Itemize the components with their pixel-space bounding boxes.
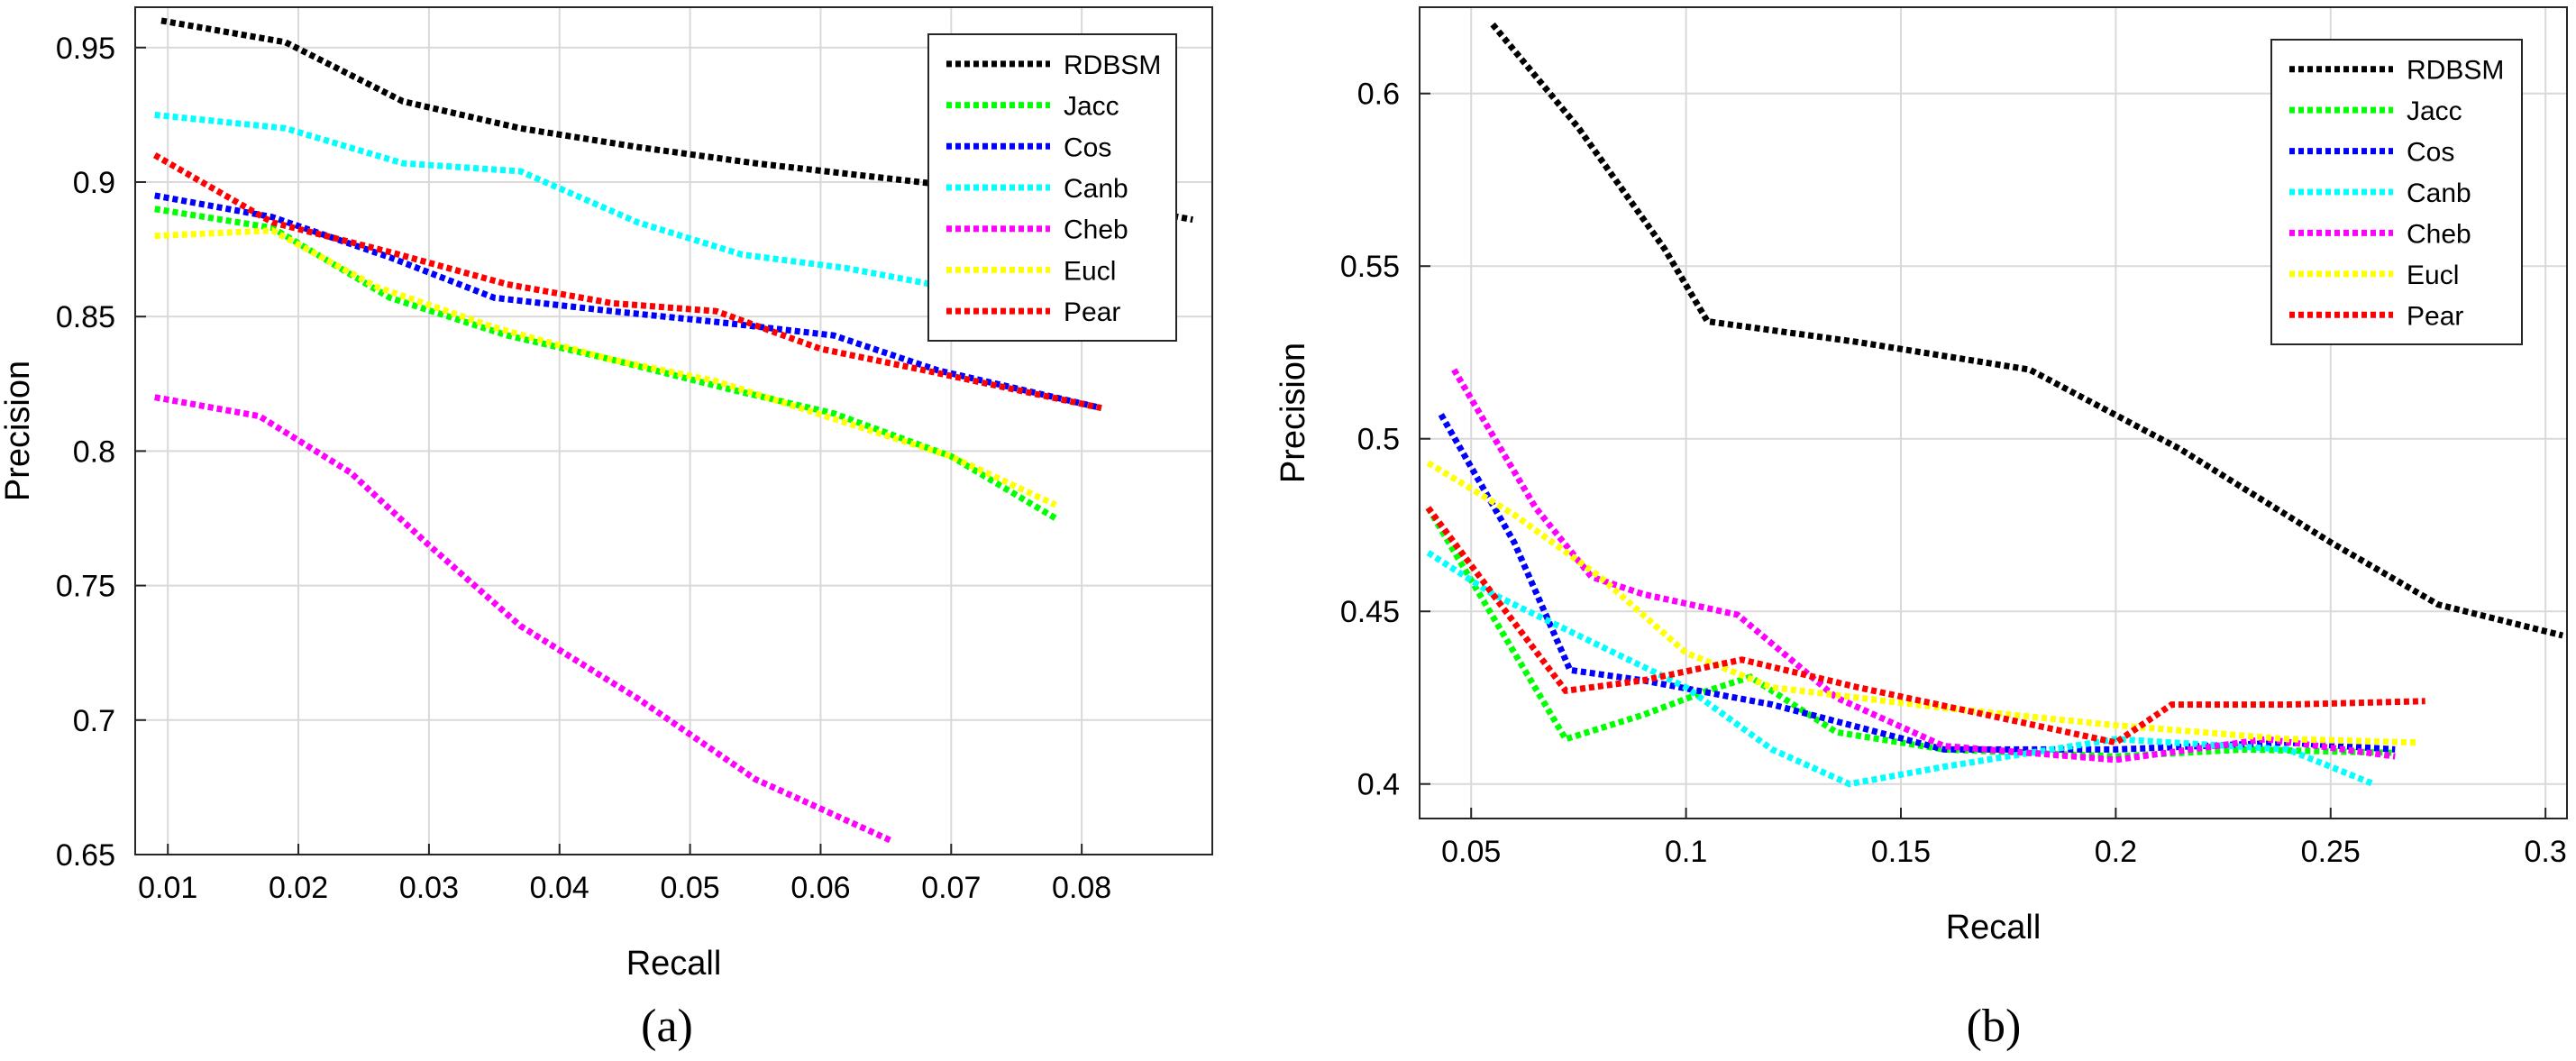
chart-a-axes-frame (134, 6, 1213, 855)
chart-b-x-tick-label: 0.15 (1871, 835, 1931, 869)
chart-a-y-tick-label: 0.65 (56, 838, 115, 873)
chart-a-legend-label-rdbsm: RDBSM (1064, 50, 1161, 80)
chart-a-x-tick-label: 0.04 (530, 871, 589, 905)
chart-a-legend-label-canb: Canb (1064, 174, 1128, 204)
chart-a-y-tick-label: 0.95 (56, 32, 115, 66)
chart-a-y-tick-label: 0.7 (73, 704, 115, 738)
chart-a-series-canb (154, 111, 933, 288)
chart-b-legend-label-canb: Canb (2407, 178, 2471, 208)
chart-b-series-eucl (1426, 460, 2417, 746)
chart-a-caption: (a) (641, 1001, 693, 1052)
chart-b-legend-label-eucl: Eucl (2407, 261, 2459, 290)
chart-a-legend-label-cos: Cos (1064, 133, 1111, 162)
chart-b-series-canb (1426, 550, 2375, 788)
chart-a-legend-label-pear: Pear (1064, 297, 1120, 327)
chart-b-series-cheb (1451, 368, 2396, 764)
chart-a-x-tick-label: 0.08 (1052, 871, 1111, 905)
chart-b-legend-label-rdbsm: RDBSM (2407, 56, 2504, 86)
chart-b: 0.05 0.1 0.15 0.2 0.25 0.3 0.4 0.45 0.5 0.55 0.6 Re… (1274, 6, 2568, 1052)
chart-a: 0.01 0.02 0.03 0.04 0.05 0.06 0.07 0.08 0.65 0.7 0… (0, 6, 1213, 1052)
chart-a-y-tick-label: 0.8 (73, 434, 115, 469)
chart-a-y-tick-label: 0.9 (73, 166, 115, 200)
chart-a-series-cos (154, 192, 1102, 412)
chart-b-x-tick-label: 0.05 (1441, 835, 1501, 869)
chart-b-legend-label-pear: Pear (2407, 301, 2463, 331)
chart-b-legend-label-cos: Cos (2407, 138, 2454, 168)
chart-b-y-tick-label: 0.4 (1357, 768, 1400, 802)
chart-b-caption: (b) (1967, 1001, 2022, 1052)
chart-a-legend-label-eucl: Eucl (1064, 256, 1116, 286)
chart-b-x-tick-label: 0.2 (2095, 835, 2137, 869)
chart-b-legend: RDBSM Jacc Cos Canb Cheb Eucl Pear (2270, 39, 2523, 345)
chart-b-x-tick-label: 0.3 (2525, 835, 2567, 869)
chart-a-series-cheb (154, 394, 894, 845)
chart-a-x-tick-label: 0.07 (921, 871, 981, 905)
chart-b-y-tick-label: 0.6 (1357, 78, 1400, 112)
chart-a-x-tick-label: 0.05 (661, 871, 720, 905)
chart-a-y-tick-label: 0.75 (56, 570, 115, 604)
chart-b-series-rdbsm (1490, 22, 2564, 639)
chart-a-y-tick-label: 0.85 (56, 300, 115, 334)
chart-b-y-axis-label: Precision (1274, 343, 1312, 483)
chart-b-x-tick-label: 0.25 (2301, 835, 2361, 869)
chart-a-x-axis-label: Recall (626, 945, 722, 983)
chart-b-legend-label-cheb: Cheb (2407, 219, 2471, 249)
chart-b-series-pear (1425, 506, 2425, 746)
chart-b-legend-label-jacc: Jacc (2407, 96, 2462, 126)
chart-b-y-tick-label: 0.55 (1340, 250, 1400, 284)
chart-a-x-tick-label: 0.01 (138, 871, 197, 905)
chart-b-legend-box (2270, 39, 2523, 345)
chart-a-legend-label-cheb: Cheb (1064, 215, 1128, 245)
chart-b-x-axis-label: Recall (1946, 909, 2042, 947)
chart-b-axes-frame (1419, 6, 2568, 819)
chart-a-x-tick-label: 0.06 (790, 871, 850, 905)
chart-a-legend: RDBSM Jacc Cos Canb Cheb Eucl Pear (927, 33, 1177, 342)
chart-b-y-tick-label: 0.5 (1357, 423, 1400, 457)
chart-a-x-tick-label: 0.02 (269, 871, 328, 905)
chart-a-y-axis-label: Precision (0, 361, 37, 501)
chart-a-legend-label-jacc: Jacc (1064, 92, 1119, 122)
chart-a-x-tick-label: 0.03 (399, 871, 459, 905)
chart-a-series-pear (152, 152, 1102, 412)
chart-b-y-tick-label: 0.45 (1340, 595, 1400, 629)
chart-b-x-tick-label: 0.1 (1665, 835, 1707, 869)
chart-a-series-eucl (154, 227, 1057, 508)
